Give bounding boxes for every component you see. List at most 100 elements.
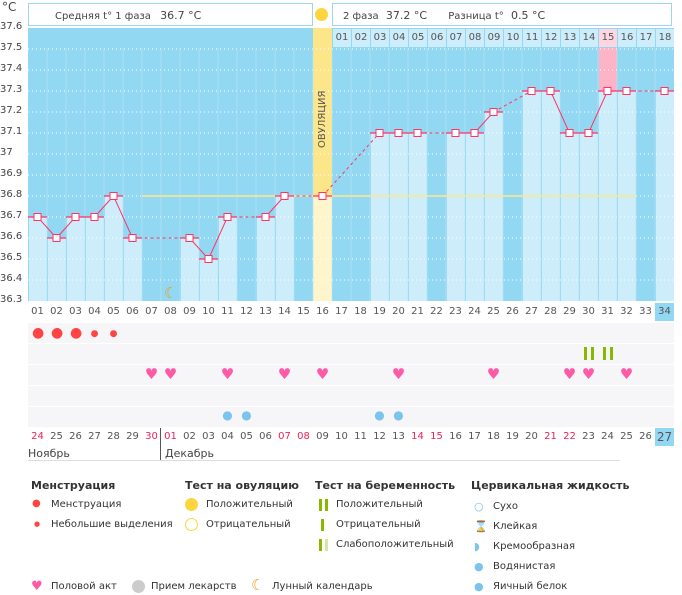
- phase2-value: 37.2 °C: [385, 9, 428, 22]
- date-label: 06: [259, 431, 272, 442]
- temperature-bar: [561, 133, 579, 301]
- cycle-day-label: 20: [392, 306, 405, 317]
- temperature-bar: [86, 217, 104, 301]
- temperature-segment: [588, 90, 608, 134]
- diff-label: Разница t°: [448, 11, 504, 22]
- cycle-day-label: 03: [69, 306, 82, 317]
- y-tick-label: 37.5: [0, 42, 23, 53]
- luteal-day-label: 03: [371, 29, 389, 47]
- legend-cervical-item: Водянистая: [493, 561, 556, 572]
- positive-circle-icon: [185, 498, 198, 511]
- y-tick-label: 36.3: [0, 294, 23, 305]
- cycle-day-label: 24: [468, 306, 481, 317]
- row-divider: [28, 406, 674, 407]
- cycle-day-label: 02: [50, 306, 63, 317]
- y-tick-label: 36.7: [0, 210, 23, 221]
- luteal-day-label: 16: [618, 29, 636, 47]
- date-label: 24: [601, 431, 614, 442]
- cycle-day-label: 13: [259, 306, 272, 317]
- temperature-point: [470, 129, 479, 137]
- pregnancy-test-positive-icon: [603, 347, 606, 360]
- temperature-point: [489, 108, 498, 116]
- luteal-day-label: 10: [504, 29, 522, 47]
- date-label: 21: [544, 431, 557, 442]
- cycle-day-label: 06: [126, 306, 139, 317]
- unit-label: °C: [2, 0, 17, 14]
- faint-lines-icon: [319, 539, 322, 551]
- temperature-point: [603, 87, 612, 95]
- luteal-day-label: 06: [428, 29, 446, 47]
- divider: [28, 460, 620, 461]
- menstruation-drop-icon: ●: [32, 325, 45, 341]
- legend-ovtest-positive: Положительный: [206, 499, 293, 510]
- temperature-point: [546, 87, 555, 95]
- temperature-point: [375, 129, 384, 137]
- temperature-point: [71, 213, 80, 221]
- cycle-day-label: 27: [525, 306, 538, 317]
- heart-icon: ♥: [144, 365, 159, 383]
- cycle-day-label: 21: [411, 306, 424, 317]
- legend-cervical-title: Цервикальная жидкость: [471, 479, 630, 492]
- date-label: 26: [639, 431, 652, 442]
- temperature-point: [584, 129, 593, 137]
- luteal-day-label: 05: [409, 29, 427, 47]
- cycle-day-label: 12: [240, 306, 253, 317]
- date-label: 27: [88, 431, 101, 442]
- temperature-plot: ☾: [28, 28, 674, 302]
- date-label: 28: [107, 431, 120, 442]
- date-label: 17: [468, 431, 481, 442]
- heart-icon: ♥: [220, 365, 235, 383]
- date-label: 04: [221, 431, 234, 442]
- heart-icon: ♥: [581, 365, 596, 383]
- luteal-day-label: 07: [447, 29, 465, 47]
- cycle-day-label: 19: [373, 306, 386, 317]
- diff-value: 0.5 °C: [510, 9, 546, 22]
- temperature-segment: [493, 90, 532, 113]
- temperature-point: [128, 234, 137, 242]
- phase1-summary: Средняя t° 1 фаза 36.7 °C: [28, 3, 313, 26]
- luteal-day-label: 17: [637, 29, 655, 47]
- date-label: 15: [430, 431, 443, 442]
- temperature-point: [109, 192, 118, 200]
- watery-fluid-icon: ●: [241, 408, 252, 422]
- temperature-bar: [48, 238, 66, 301]
- creamy-icon: ◗: [474, 540, 480, 553]
- phase2-summary: 2 фаза 37.2 °C Разница t° 0.5 °C: [332, 3, 672, 26]
- luteal-day-label: 18: [656, 29, 674, 47]
- row-divider: [28, 427, 674, 428]
- temperature-point: [565, 129, 574, 137]
- temperature-point: [204, 255, 213, 263]
- date-label: 16: [449, 431, 462, 442]
- egg-white-icon: ●: [474, 580, 484, 593]
- temperature-point: [413, 129, 422, 137]
- month-december: Декабрь: [165, 447, 214, 460]
- temperature-bar: [485, 112, 503, 301]
- legend-spotting: Небольшие выделения: [51, 519, 173, 530]
- cycle-day-label: 17: [335, 306, 348, 317]
- watery-icon: ●: [474, 560, 484, 573]
- y-tick-label: 37: [0, 147, 13, 158]
- legend-pregtest-title: Тест на беременность: [315, 479, 456, 492]
- date-label: 12: [373, 431, 386, 442]
- temperature-bar: [409, 133, 427, 301]
- cycle-day-label: 25: [487, 306, 500, 317]
- luteal-day-label: 08: [466, 29, 484, 47]
- sticky-icon: ⌛: [474, 520, 488, 533]
- menstruation-drop-icon: ●: [51, 325, 64, 341]
- y-tick-label: 36.6: [0, 231, 23, 242]
- legend-ovtest-title: Тест на овуляцию: [185, 479, 299, 492]
- date-label: 25: [50, 431, 63, 442]
- luteal-day-label: 15: [599, 29, 617, 47]
- row-divider: [28, 385, 674, 386]
- date-label: 08: [297, 431, 310, 442]
- row-divider: [28, 322, 674, 323]
- cycle-day-label: 33: [639, 306, 652, 317]
- row-divider: [28, 364, 674, 365]
- date-label: 05: [240, 431, 253, 442]
- month-november: Ноябрь: [28, 447, 70, 460]
- luteal-day-label: 01: [333, 29, 351, 47]
- legend-cervical-item: Сухо: [493, 501, 518, 512]
- temperature-point: [660, 87, 669, 95]
- heart-icon: ♥: [163, 365, 178, 383]
- negative-circle-icon: [185, 518, 198, 531]
